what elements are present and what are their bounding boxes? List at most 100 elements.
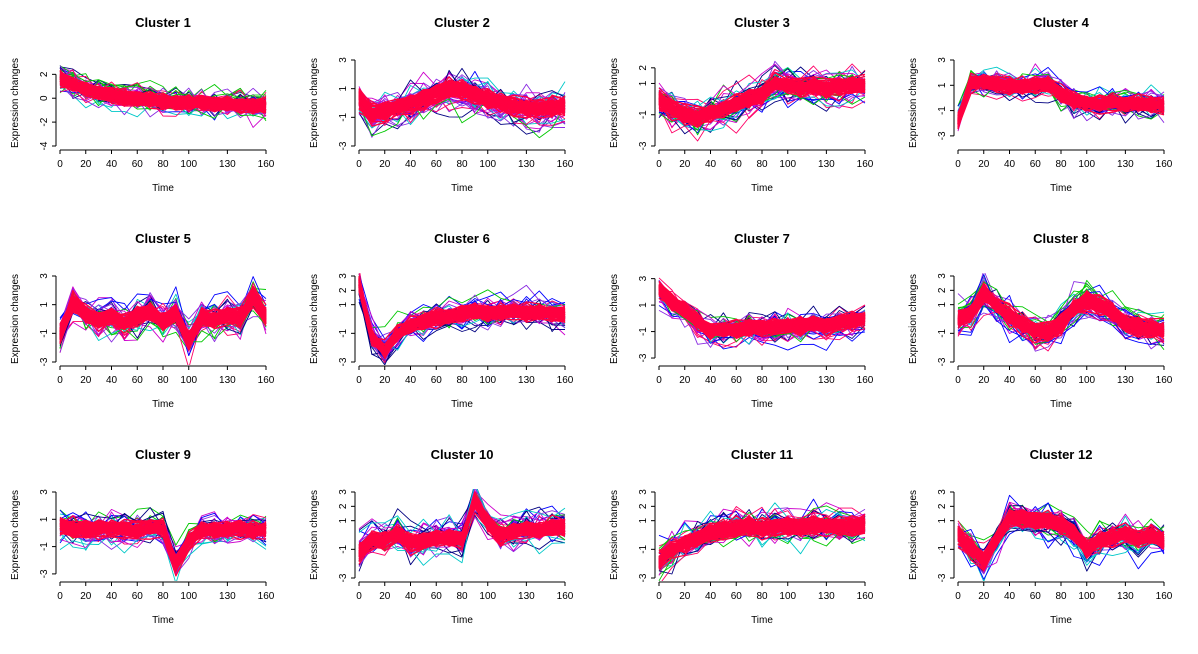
y-tick-label: -3 <box>638 141 649 150</box>
x-tick-label: 100 <box>1078 375 1095 386</box>
series-line <box>358 84 566 112</box>
series-line <box>658 498 866 542</box>
series-lines <box>358 273 566 365</box>
x-axis-label: Time <box>1050 183 1072 194</box>
series-line <box>59 290 267 345</box>
x-tick-label: 130 <box>818 591 835 602</box>
series-line <box>358 495 566 546</box>
series-lines <box>658 277 866 351</box>
series-line <box>957 288 1165 335</box>
y-axis-label: Expression changes <box>609 58 620 148</box>
y-tick-label: 1 <box>638 80 649 86</box>
x-tick-label: 40 <box>405 591 417 602</box>
panel-title: Cluster 1 <box>135 15 191 30</box>
y-tick-label: 2 <box>338 287 349 293</box>
x-tick-label: 40 <box>106 375 118 386</box>
cluster-panel-12: Cluster 12 0 20 40 60 80 100 130 160 Time -3 -1 1 2 3 E… <box>908 447 1173 626</box>
x-tick-label: 160 <box>557 375 574 386</box>
x-tick-label: 0 <box>57 375 63 386</box>
series-lines <box>658 60 866 142</box>
x-tick-label: 100 <box>180 375 197 386</box>
series-line <box>658 287 866 338</box>
y-tick-label: -1 <box>638 327 649 336</box>
y-tick-label: 3 <box>937 57 948 63</box>
series-line <box>658 522 866 568</box>
x-tick-label: 20 <box>978 159 990 170</box>
x-axis: 0 20 40 60 80 100 130 160 <box>57 581 275 602</box>
x-tick-label: 40 <box>106 591 118 602</box>
y-tick-label: 3 <box>338 489 349 495</box>
y-tick-label: -3 <box>937 357 948 366</box>
y-tick-label: 3 <box>39 273 50 279</box>
series-line <box>658 523 866 569</box>
series-line <box>957 516 1165 560</box>
x-tick-label: 40 <box>106 159 118 170</box>
x-tick-label: 40 <box>705 591 717 602</box>
y-tick-label: -1 <box>638 110 649 119</box>
y-axis-label: Expression changes <box>609 490 620 580</box>
y-tick-label: 2 <box>39 71 50 77</box>
y-tick-label: -1 <box>937 544 948 553</box>
x-tick-label: 130 <box>219 375 236 386</box>
series-line <box>358 301 566 364</box>
x-tick-label: 40 <box>705 159 717 170</box>
series-line <box>658 526 866 564</box>
series-line <box>658 81 866 124</box>
series-line <box>358 504 566 558</box>
y-tick-label: -1 <box>937 328 948 337</box>
series-line <box>59 73 267 108</box>
y-tick-label: -1 <box>937 106 948 115</box>
x-tick-label: 20 <box>679 375 691 386</box>
x-tick-label: 160 <box>857 159 874 170</box>
x-tick-label: 20 <box>379 159 391 170</box>
y-tick-label: 1 <box>937 517 948 523</box>
x-tick-label: 0 <box>656 375 662 386</box>
y-tick-label: 3 <box>937 273 948 279</box>
x-tick-label: 20 <box>80 159 92 170</box>
y-axis: -3 -1 1 3 <box>338 57 356 150</box>
x-axis: 0 20 40 60 80 100 130 160 <box>656 365 874 386</box>
panel-title: Cluster 8 <box>1033 231 1089 246</box>
x-tick-label: 60 <box>1030 375 1042 386</box>
series-line <box>59 525 267 565</box>
series-line <box>59 79 267 113</box>
x-tick-label: 100 <box>180 159 197 170</box>
x-tick-label: 0 <box>356 159 362 170</box>
y-tick-label: 1 <box>39 516 50 522</box>
y-tick-label: 2 <box>338 503 349 509</box>
x-tick-label: 100 <box>779 375 796 386</box>
series-line <box>59 296 267 340</box>
series-line <box>658 296 866 348</box>
panel-title: Cluster 3 <box>734 15 790 30</box>
x-tick-label: 60 <box>1030 591 1042 602</box>
x-tick-label: 130 <box>219 591 236 602</box>
x-tick-label: 60 <box>132 159 144 170</box>
x-tick-label: 20 <box>80 375 92 386</box>
x-tick-label: 60 <box>1030 159 1042 170</box>
series-line <box>59 524 267 569</box>
cluster-panel-3: Cluster 3 0 20 40 60 80 100 130 160 Time -3 -1 1 2 Exp… <box>609 15 874 194</box>
y-tick-label: 3 <box>39 489 50 495</box>
y-axis-label: Expression changes <box>908 274 919 364</box>
x-axis-label: Time <box>451 183 473 194</box>
x-tick-label: 130 <box>818 159 835 170</box>
x-tick-label: 130 <box>1117 159 1134 170</box>
y-axis: -3 -1 1 3 <box>937 57 955 140</box>
y-tick-label: 1 <box>338 517 349 523</box>
y-axis: -3 -1 1 3 <box>638 275 656 362</box>
y-tick-label: 3 <box>638 489 649 495</box>
x-tick-label: 80 <box>157 375 169 386</box>
y-tick-label: 2 <box>638 503 649 509</box>
x-tick-label: 160 <box>557 591 574 602</box>
series-line <box>658 82 866 118</box>
y-tick-label: -3 <box>39 569 50 578</box>
y-tick-label: 2 <box>937 503 948 509</box>
x-axis-label: Time <box>451 615 473 626</box>
x-tick-label: 160 <box>557 159 574 170</box>
series-line <box>658 81 866 115</box>
y-axis: -3 -1 1 2 3 <box>937 489 955 582</box>
x-tick-label: 80 <box>1055 375 1067 386</box>
x-tick-label: 80 <box>456 591 468 602</box>
x-tick-label: 130 <box>518 591 535 602</box>
